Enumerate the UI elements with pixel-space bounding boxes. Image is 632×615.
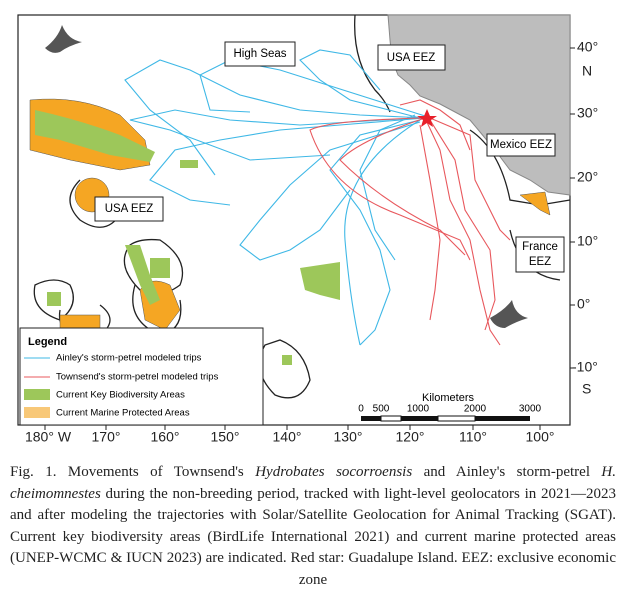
- legend-label: Current Marine Protected Areas: [56, 408, 190, 419]
- scale-label: 1000: [407, 404, 430, 415]
- kba-areas: [35, 110, 340, 365]
- legend-label: Current Key Biodiversity Areas: [56, 390, 185, 401]
- caption-species: Hydrobates socorroensis: [255, 464, 413, 480]
- scale-label: 500: [373, 404, 390, 415]
- caption-text: Fig. 1. Movements of Townsend's: [10, 464, 256, 480]
- label-box: [377, 44, 446, 71]
- bird-icon: [45, 25, 82, 53]
- region-label: Mexico EEZ: [490, 139, 552, 151]
- lat-tick-label: S: [582, 381, 591, 397]
- bird-icon: [490, 300, 528, 328]
- lat-tick-label: 0°: [577, 296, 590, 312]
- lon-tick-label: 100°: [526, 429, 555, 445]
- ainley-tracks: [124, 49, 426, 346]
- scale-title: Kilometers: [422, 392, 474, 404]
- scale-label: 2000: [464, 404, 487, 415]
- lat-tick-label: N: [582, 63, 592, 79]
- region-label: USA EEZ: [387, 52, 436, 64]
- lat-tick-label: 10°: [577, 233, 598, 249]
- label-box: [486, 133, 556, 157]
- lat-tick-label: 20°: [577, 169, 598, 185]
- figure-caption: Fig. 1. Movements of Townsend's Hydrobat…: [10, 462, 616, 592]
- legend-swatch: [24, 389, 50, 400]
- tick-marks: [44, 47, 575, 430]
- lat-tick-label: 30°: [577, 105, 598, 121]
- lon-tick-label: 130°: [334, 429, 363, 445]
- legend-label: Ainley's storm-petrel modeled trips: [56, 353, 202, 364]
- caption-text: and Ainley's storm-petrel: [412, 464, 602, 480]
- legend-swatch: [24, 407, 50, 418]
- legend-title: Legend: [28, 336, 67, 348]
- map-figure: High Seas USA EEZ Mexico EEZ USA EEZ Fra…: [17, 14, 598, 445]
- label-box: [224, 41, 296, 67]
- scale-bar: [361, 415, 530, 422]
- legend-box: [19, 327, 264, 426]
- lat-tick-label: -10°: [572, 359, 598, 375]
- caption-species: H. cheimomnestes: [10, 464, 617, 502]
- lat-tick-label: 40°: [577, 39, 598, 55]
- guadalupe-star: [417, 109, 437, 127]
- lon-tick-label: 170°: [92, 429, 121, 445]
- region-label: EEZ: [529, 256, 551, 268]
- lon-tick-label: 150°: [211, 429, 240, 445]
- lon-tick-label: 110°: [459, 429, 487, 445]
- scale-label: 3000: [519, 404, 542, 415]
- caption-text: during the non-breeding period, tracked …: [10, 485, 616, 588]
- label-box: [94, 196, 164, 222]
- region-label: High Seas: [233, 48, 286, 60]
- label-box: [515, 236, 565, 273]
- townsend-tracks: [309, 99, 511, 346]
- legend-label: Townsend's storm-petrel modeled trips: [56, 372, 219, 383]
- lon-tick-label: 180° W: [25, 429, 72, 445]
- lon-tick-label: 160°: [151, 429, 180, 445]
- region-label: USA EEZ: [105, 203, 154, 215]
- scale-label: 0: [358, 404, 364, 415]
- lon-tick-label: 140°: [273, 429, 302, 445]
- region-label: France: [522, 241, 558, 253]
- lon-tick-label: 120°: [396, 429, 425, 445]
